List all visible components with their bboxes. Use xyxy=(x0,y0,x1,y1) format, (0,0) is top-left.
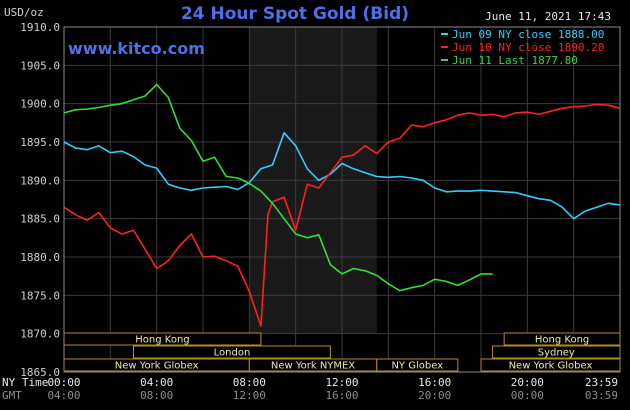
y-tick-label: 1910.0 xyxy=(20,21,60,34)
plot-frame xyxy=(63,26,621,373)
x-tick-label-gmt: 12:00 xyxy=(233,389,266,402)
x-tick-label-ny: 08:00 xyxy=(233,376,266,389)
session-bar xyxy=(503,332,621,346)
series-lines xyxy=(63,83,621,327)
session-label: Hong Kong xyxy=(535,335,589,346)
x-tick-label-ny: 00:00 xyxy=(47,376,80,389)
x-tick-label-gmt: 16:00 xyxy=(325,389,358,402)
grid xyxy=(64,26,620,373)
session-bar xyxy=(63,332,262,346)
x-tick-label-gmt: 20:00 xyxy=(418,389,451,402)
website-label: www.kitco.com xyxy=(68,39,205,58)
session-label: London xyxy=(214,348,251,359)
session-label: New York Globex xyxy=(509,361,593,372)
session-bar xyxy=(492,345,621,359)
session-label: Hong Kong xyxy=(135,335,189,346)
session-bar xyxy=(480,358,621,372)
y-tick-label: 1905.0 xyxy=(20,59,60,72)
session-bar xyxy=(133,345,331,359)
y-tick-labels: 1910.0 1905.0 1900.0 1895.0 1890.0 1885.0 1880… xyxy=(20,21,60,379)
y-axis-label: USD/oz xyxy=(4,6,44,19)
x-tick-label-ny: 04:00 xyxy=(140,376,173,389)
session-label: NY Globex xyxy=(391,361,443,372)
x-tick-label-ny: 20:00 xyxy=(511,376,544,389)
y-tick-label: 1885.0 xyxy=(20,213,60,226)
date-label: June 11, 2021 17:43 xyxy=(485,10,611,23)
chart-title: 24 Hour Spot Gold (Bid) xyxy=(181,4,409,24)
x-tick-label-gmt: 00:00 xyxy=(511,389,544,402)
y-tick-label: 1865.0 xyxy=(20,366,60,379)
session-label: New York Globex xyxy=(115,361,199,372)
x-tick-label-gmt: 04:00 xyxy=(47,389,80,402)
y-tick-label: 1900.0 xyxy=(20,98,60,111)
x-tick-label-ny: 16:00 xyxy=(418,376,451,389)
x-tick-label-ny: 12:00 xyxy=(325,376,358,389)
legend-entry: Jun 09 NY close 1888.00 xyxy=(452,28,604,41)
session-bar xyxy=(376,358,459,372)
y-tick-label: 1870.0 xyxy=(20,328,60,341)
x-tick-label-ny: 23:59 xyxy=(585,376,618,389)
market-sessions: Hong Kong London New York Globex New York N… xyxy=(63,332,621,372)
y-tick-label: 1875.0 xyxy=(20,289,60,302)
x-tick-labels: 00:00 04:00 08:00 12:00 16:00 20:00 23:5904:00… xyxy=(47,376,618,402)
x-axis-label-ny: NY Time xyxy=(2,376,48,389)
y-tick-label: 1895.0 xyxy=(20,136,60,149)
x-tick-label-gmt: 08:00 xyxy=(140,389,173,402)
legend-entry: Jun 10 NY close 1890.20 xyxy=(452,41,604,54)
x-axis-label-gmt: GMT xyxy=(2,389,22,402)
session-label: Sydney xyxy=(538,348,575,359)
series-line-2 xyxy=(63,103,621,327)
series-line-3 xyxy=(63,83,493,292)
y-tick-label: 1890.0 xyxy=(20,174,60,187)
series-line-1 xyxy=(63,132,621,220)
legend-entry: Jun 11 Last 1877.80 xyxy=(452,54,578,67)
x-tick-label-gmt: 03:59 xyxy=(585,389,618,402)
y-tick-label: 1880.0 xyxy=(20,251,60,264)
session-label: New York NYMEX xyxy=(271,361,356,372)
